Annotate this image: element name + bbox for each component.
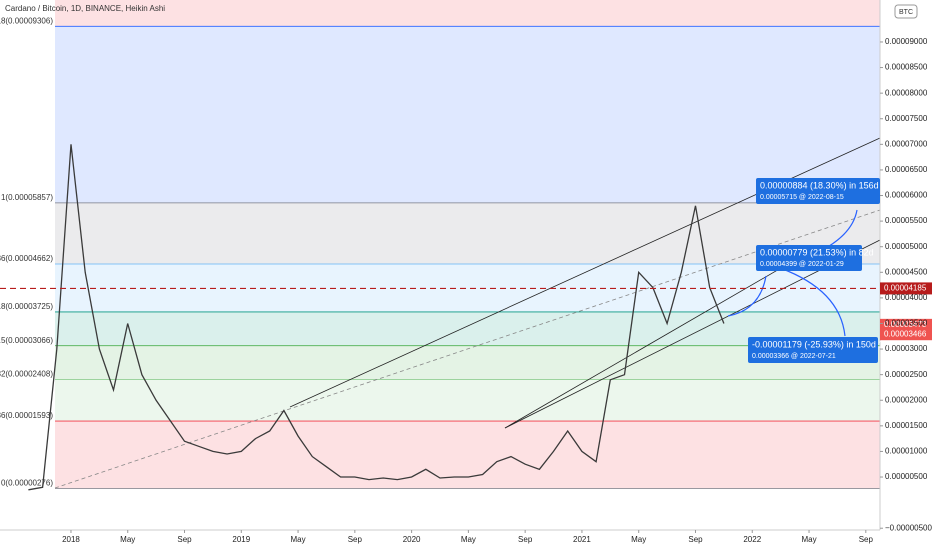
annotation-text: 0.00000779 (21.53%) in 82d [760,247,874,257]
fib-band [55,202,880,265]
x-tick-label: Sep [177,535,192,544]
x-tick-label: May [291,535,306,544]
y-tick-label: 0.00008500 [885,63,928,72]
x-tick-label: May [120,535,135,544]
fib-label: 618(0.00009306) [0,16,53,25]
y-tick-label: −0.00000500 [885,523,932,532]
annotation-box [748,337,878,363]
trend-line [504,239,881,429]
price-tag-label: 0.00004185 [884,284,927,293]
annotation-box [756,245,862,271]
annotation-sub: 0.00004399 @ 2022-01-29 [760,261,844,268]
y-tick-label: 0.00002500 [885,370,928,379]
chart-title: Cardano / Bitcoin, 1D, BINANCE, Heikin A… [5,4,165,13]
x-tick-label: May [801,535,816,544]
fib-band [55,345,880,380]
fib-label: 382(0.00002408) [0,369,53,378]
y-tick-label: 0.00003500 [885,319,928,328]
y-tick-label: 0.00002000 [885,395,928,404]
y-tick-label: 0.00009000 [885,37,928,46]
x-tick-label: 2021 [573,535,591,544]
x-tick-label: 2019 [232,535,250,544]
annotation-sub: 0.00003366 @ 2022-07-21 [752,353,836,360]
y-tick-label: 0.00007500 [885,114,928,123]
price-axis [880,0,932,550]
x-tick-label: Sep [688,535,703,544]
projection-arrow [727,275,767,317]
price-tag-label: 0.00003473 [884,320,927,329]
y-tick-label: 0.00000500 [885,472,928,481]
price-tag [880,328,932,341]
fib-label: 0(0.00000276) [1,479,53,488]
x-tick-label: 2022 [743,535,761,544]
y-tick-label: 0.00007000 [885,139,928,148]
price-line [28,144,725,491]
projection-arrow [779,267,846,337]
annotation-text: 0.00000884 (18.30%) in 156d 1h [760,180,891,190]
y-tick-label: 0.00008000 [885,88,928,97]
y-tick-label: 0.00001500 [885,421,928,430]
x-tick-label: 2020 [403,535,421,544]
annotation-box [756,178,880,204]
price-tag [880,282,932,295]
y-tick-label: 0.00004000 [885,293,928,302]
y-tick-label: 0.00005000 [885,242,928,251]
x-tick-label: 2018 [62,535,80,544]
trend-line [504,256,801,429]
fib-band [55,311,880,346]
currency-badge[interactable] [894,4,918,19]
fib-band [55,421,880,489]
fib-label: 1(0.00005857) [1,193,53,202]
y-tick-label: 0.00005500 [885,216,928,225]
fib-label: 786(0.00004662) [0,254,53,263]
x-tick-label: Sep [348,535,363,544]
fib-label: 0.5(0.00003066) [0,336,53,345]
fib-label: 236(0.00001593) [0,411,53,420]
price-tag-label: 0.00003466 [884,329,927,338]
x-tick-label: May [461,535,476,544]
fib-band [55,0,880,27]
fib-band [55,264,880,312]
fib-label: 618(0.00003725) [0,302,53,311]
fib-band [55,379,880,422]
annotation-sub: 0.00005715 @ 2022-08-15 [760,194,844,201]
x-tick-label: Sep [859,535,874,544]
y-tick-label: 0.00004500 [885,267,928,276]
y-tick-label: 0.00006000 [885,191,928,200]
currency: BTC [899,9,913,16]
y-tick-label: 0.00006500 [885,165,928,174]
fib-band [55,26,880,203]
annotation-text: -0.00001179 (-25.93%) in 150d 1h [752,339,888,349]
y-tick-label: 0.00003000 [885,344,928,353]
x-tick-label: Sep [518,535,533,544]
y-tick-label: 0.00001000 [885,447,928,456]
trend-line [54,209,881,489]
x-tick-label: May [631,535,646,544]
